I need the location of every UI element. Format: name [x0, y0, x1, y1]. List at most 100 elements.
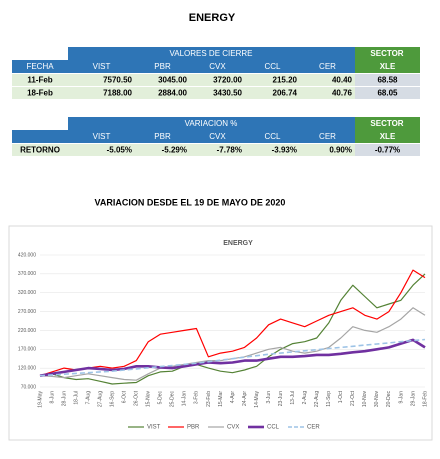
column-header: CCL: [264, 62, 281, 71]
x-tick-label: 15-Nov: [146, 391, 152, 408]
x-tick-label: 26-Oct: [134, 390, 140, 406]
table-sector: SECTOR: [370, 119, 403, 128]
table-cell: -5.05%: [107, 146, 132, 155]
y-tick-label: 420.000: [18, 252, 36, 258]
sector-bg: [355, 117, 420, 143]
chart-frame: [8, 225, 433, 441]
x-tick-label: 19-May: [37, 391, 43, 408]
column-header: CVX: [209, 132, 226, 141]
x-tick-label: 30-Nov: [374, 391, 380, 408]
table-cell: -5.29%: [162, 146, 187, 155]
y-tick-label: 170.000: [18, 347, 36, 353]
column-header: XLE: [380, 132, 396, 141]
table-cell: 0.90%: [329, 146, 352, 155]
table-cell: 18-Feb: [27, 89, 53, 98]
column-header: PBR: [154, 132, 171, 141]
x-tick-label: 28-Jun: [61, 391, 67, 407]
header-bg: [12, 130, 355, 143]
column-header: CER: [319, 62, 336, 71]
column-header: CER: [319, 132, 336, 141]
x-tick-label: 2-Aug: [302, 391, 308, 405]
legend-label: CVX: [227, 425, 239, 431]
x-tick-label: 1-Oct: [338, 390, 344, 403]
legend-label: VIST: [147, 425, 161, 431]
x-tick-label: 7-Aug: [85, 391, 91, 405]
xle-bg: [355, 144, 420, 156]
column-header: VIST: [93, 132, 111, 141]
x-tick-label: 3-Jun: [266, 391, 272, 404]
table-cell: -3.93%: [272, 146, 297, 155]
table-sector: SECTOR: [370, 49, 403, 58]
series-line: [39, 273, 426, 385]
legend-label: CCL: [267, 425, 280, 431]
table-cell: 11-Feb: [27, 76, 52, 85]
table-cell: 68.05: [377, 89, 398, 98]
x-tick-label: 4-Apr: [230, 391, 236, 404]
xle-bg: [355, 74, 420, 86]
table-cell: 68.58: [377, 76, 398, 85]
page-title: ENERGY: [189, 12, 236, 24]
column-header: FECHA: [26, 62, 54, 71]
table-cell: 206.74: [273, 89, 298, 98]
x-tick-label: 6-Oct: [122, 390, 128, 403]
x-tick-label: 9-Jan: [398, 391, 404, 404]
column-header: CCL: [264, 132, 281, 141]
table-cell: RETORNO: [20, 146, 60, 155]
y-tick-label: 320.000: [18, 290, 36, 296]
y-tick-label: 270.000: [18, 309, 36, 315]
x-tick-label: 25-Dec: [170, 391, 176, 408]
table-cell: -0.77%: [375, 146, 400, 155]
chart-subtitle: VARIACION DESDE EL 19 DE MAYO DE 2020: [95, 197, 286, 207]
x-tick-label: 18-Feb: [422, 391, 428, 407]
row-bg: [12, 144, 355, 156]
legend-label: PBR: [187, 425, 200, 431]
y-tick-label: 220.000: [18, 328, 36, 334]
table-cell: 40.76: [332, 89, 353, 98]
table-cell: 2884.00: [158, 89, 187, 98]
table-cell: 7570.50: [103, 76, 132, 85]
header-bg: [68, 117, 355, 130]
column-header: VIST: [93, 62, 111, 71]
y-tick-label: 370.000: [18, 271, 36, 277]
table-cell: 3430.50: [213, 89, 242, 98]
x-tick-label: 27-Aug: [97, 391, 103, 407]
sector-bg: [355, 47, 420, 73]
series-line: [39, 338, 426, 377]
x-tick-label: 8-Jun: [49, 391, 55, 404]
x-tick-label: 10-Nov: [362, 391, 368, 408]
column-header: PBR: [154, 62, 171, 71]
table-cell: 215.20: [273, 76, 298, 85]
table-cell: 3045.00: [158, 76, 187, 85]
x-tick-label: 18-Jul: [73, 391, 79, 405]
header-bg: [68, 47, 355, 60]
x-tick-label: 16-Sep: [110, 391, 116, 407]
x-tick-label: 21-Oct: [350, 390, 356, 406]
chart-title: ENERGY: [223, 240, 253, 247]
table-cell: -7.78%: [217, 146, 242, 155]
x-tick-label: 11-Sep: [326, 391, 332, 407]
x-tick-label: 23-Feb: [206, 391, 212, 407]
series-line: [39, 269, 426, 377]
legend-label: CER: [307, 425, 320, 431]
x-tick-label: 15-Mar: [218, 391, 224, 407]
x-tick-label: 3-Feb: [194, 391, 200, 404]
x-tick-label: 14-May: [254, 391, 260, 408]
row-bg: [12, 74, 355, 86]
x-tick-label: 22-Aug: [314, 391, 320, 407]
x-tick-label: 20-Dec: [386, 391, 392, 408]
table-cell: 40.40: [332, 76, 353, 85]
table-group: VARIACION %: [185, 119, 238, 128]
series-line: [39, 338, 426, 377]
x-tick-label: 24-Apr: [242, 391, 248, 406]
table-cell: 7188.00: [103, 89, 132, 98]
x-tick-label: 29-Jan: [410, 391, 416, 407]
header-bg: [12, 60, 355, 73]
xle-bg: [355, 87, 420, 99]
x-tick-label: 5-Dec: [158, 391, 164, 405]
column-header: XLE: [380, 62, 396, 71]
column-header: CVX: [209, 62, 226, 71]
table-cell: 3720.00: [213, 76, 242, 85]
x-tick-label: 23-Jun: [278, 391, 284, 407]
